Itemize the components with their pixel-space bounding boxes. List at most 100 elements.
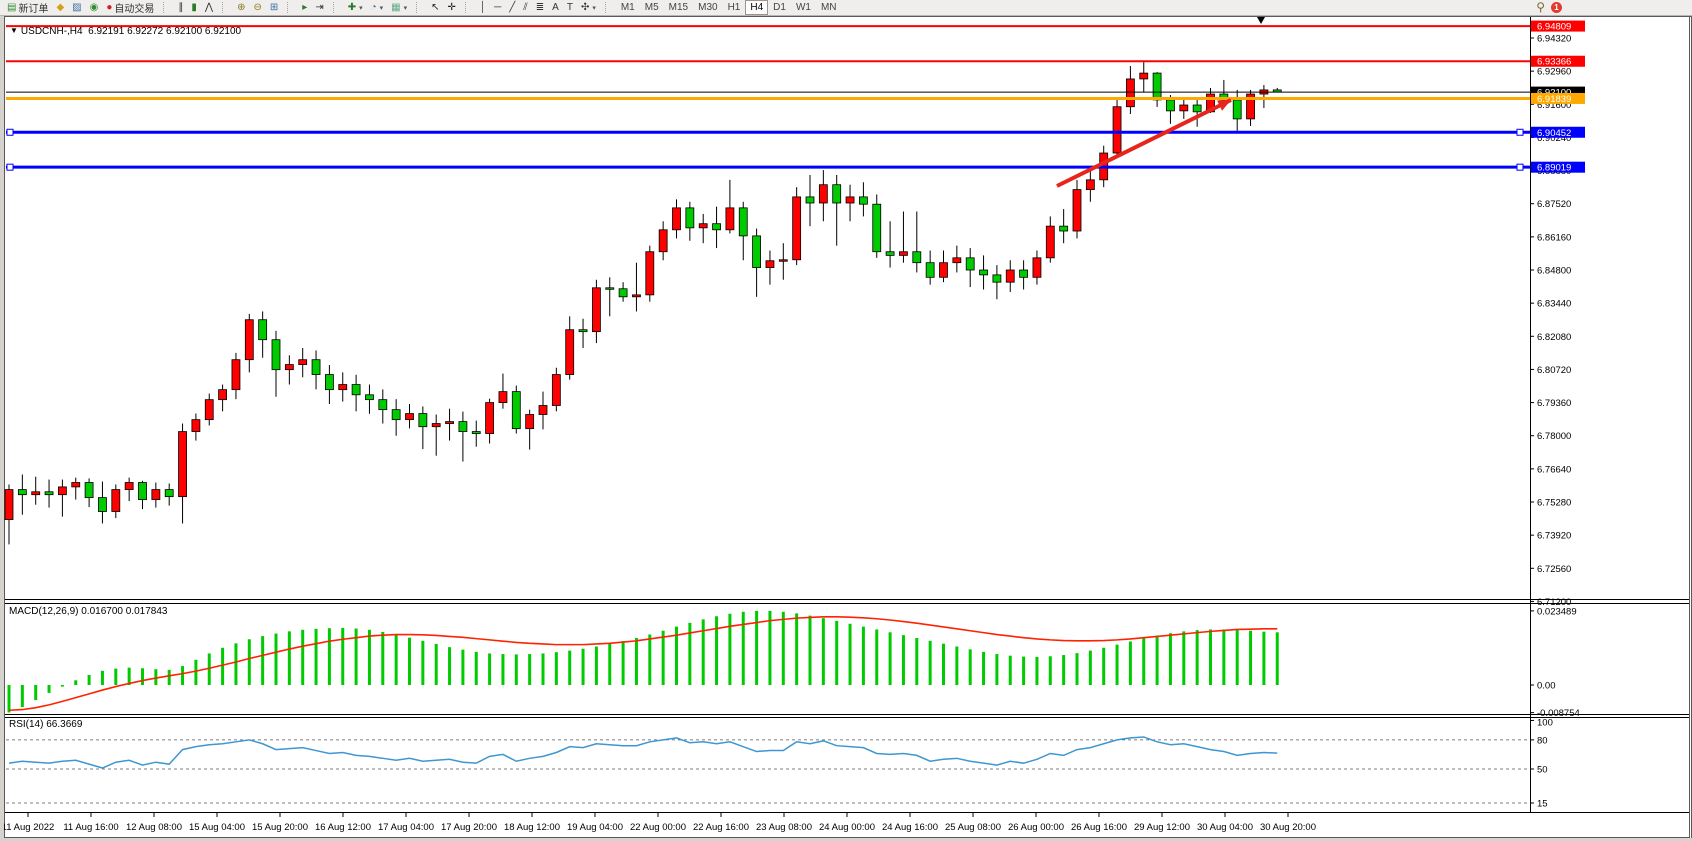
time-tick-label: 22 Aug 00:00 xyxy=(630,822,686,833)
timeframe-h4[interactable]: H4 xyxy=(745,0,769,15)
equidistant-channel-button[interactable]: ⫽ xyxy=(519,0,531,15)
vertical-line-button[interactable]: │ xyxy=(476,0,490,15)
candle-bear xyxy=(98,497,107,512)
new-order-icon: ▤ xyxy=(7,2,17,13)
bar-chart-button[interactable]: ∥ xyxy=(174,0,187,15)
auto-scroll-button[interactable]: ▸ xyxy=(298,0,311,15)
candle-bear xyxy=(1192,104,1202,113)
candle-bull xyxy=(672,207,681,231)
tile-windows-button[interactable]: ⊞ xyxy=(266,0,282,15)
candle-bear xyxy=(391,409,401,421)
candle-bull xyxy=(1045,225,1055,259)
candle-bull xyxy=(31,491,41,496)
candle-bull xyxy=(338,384,348,391)
periods-dropdown[interactable]: ◔ ▾ xyxy=(367,0,388,15)
time-tick-label: 15 Aug 20:00 xyxy=(252,822,308,833)
timeframe-m15[interactable]: M15 xyxy=(668,2,689,13)
candle-bull xyxy=(485,402,495,434)
line-drag-handle[interactable] xyxy=(1516,128,1524,136)
line-drag-handle[interactable] xyxy=(6,128,14,136)
candle-bear xyxy=(17,489,27,496)
candle-bull xyxy=(952,257,962,264)
candle-bear xyxy=(271,339,281,371)
timeframe-m30[interactable]: M30 xyxy=(698,2,718,13)
candle-bull xyxy=(111,489,121,512)
crosshair-button[interactable]: ✛ xyxy=(444,0,460,15)
text-label-button[interactable]: T xyxy=(563,0,577,15)
candle-bull xyxy=(58,486,67,496)
cursor-button[interactable]: ↖ xyxy=(427,0,443,15)
zoom-out-icon: ⊖ xyxy=(253,2,262,13)
navigator-icon: ▨ xyxy=(72,2,82,13)
line-drag-handle[interactable] xyxy=(6,163,14,171)
search-icon[interactable]: ⚲ xyxy=(1536,0,1545,14)
chart-symbol-period: USDCNH-,H4 xyxy=(20,26,83,37)
bar-chart-icon: ∥ xyxy=(178,2,184,13)
candle-bear xyxy=(1166,99,1175,112)
market-watch-icon: ◆ xyxy=(56,2,65,13)
rsi-line xyxy=(8,736,1278,769)
zoom-in-icon: ⊕ xyxy=(237,2,246,13)
support-line-upper-price-tag xyxy=(1531,126,1585,138)
text-button[interactable]: A xyxy=(548,0,563,15)
collapse-chart-icon[interactable]: ▼ xyxy=(10,26,18,35)
object-anchor-marker[interactable] xyxy=(1257,17,1265,24)
candle-bear xyxy=(1059,225,1069,232)
zoom-out-button[interactable]: ⊖ xyxy=(250,0,266,15)
time-tick-label: 11 Aug 16:00 xyxy=(63,822,118,833)
line-drag-handle[interactable] xyxy=(1516,163,1524,171)
timeframe-group: M1 M5 M15 M30 H1 H4 D1 W1 MN xyxy=(613,0,845,15)
candle-bull xyxy=(1126,78,1135,108)
timeframe-w1[interactable]: W1 xyxy=(795,2,811,13)
rsi-tick-label: 80 xyxy=(1537,735,1548,746)
market-watch-button[interactable]: ◆ xyxy=(52,0,68,15)
new-order-button[interactable]: ▤ 新订单 xyxy=(3,0,52,15)
chart-shift-button[interactable]: ⇥ xyxy=(311,0,327,15)
candle-bull xyxy=(1179,104,1189,112)
timeframe-d1[interactable]: D1 xyxy=(773,2,786,13)
toolbar-separator xyxy=(222,2,228,13)
auto-trading-button-label: 自动交易 xyxy=(114,4,155,15)
timeframe-h1[interactable]: H1 xyxy=(727,2,741,13)
time-tick-label: 22 Aug 16:00 xyxy=(693,822,749,833)
candle-bull xyxy=(204,399,214,421)
indicators-dropdown[interactable]: ✚ ▾ xyxy=(344,0,367,15)
timeframe-m5[interactable]: M5 xyxy=(644,2,659,13)
candle-bull xyxy=(565,329,575,375)
trendline-button[interactable]: ╱ xyxy=(505,0,519,15)
candle-bull xyxy=(1085,179,1095,190)
toolbar-right: ⚲ 1 xyxy=(1536,0,1692,14)
auto-trading-button[interactable]: ● 自动交易 xyxy=(102,0,158,15)
candle-bear xyxy=(138,482,147,500)
arrows-dropdown[interactable]: ✣ ▾ xyxy=(577,0,600,15)
horizontal-line-button[interactable]: ─ xyxy=(490,0,505,15)
candle-bear xyxy=(1019,269,1028,278)
macd-signal-line xyxy=(8,616,1278,712)
templates-dropdown[interactable]: ▦ ▾ xyxy=(387,0,411,15)
line-chart-button[interactable]: ⋀ xyxy=(201,0,217,15)
candle-bear xyxy=(365,394,374,401)
fibonacci-button[interactable]: ≣ xyxy=(532,0,548,15)
candle-bear xyxy=(418,413,428,428)
zoom-in-button[interactable]: ⊕ xyxy=(233,0,249,15)
refresh-button[interactable]: ◉ xyxy=(86,0,103,15)
trend-arrow[interactable] xyxy=(1056,98,1232,188)
candle-bear xyxy=(752,235,761,268)
trend-arrow-head[interactable] xyxy=(1217,100,1231,111)
candle-bull xyxy=(151,489,161,500)
support-line-lower-price-tag xyxy=(1531,161,1585,173)
timeframe-mn[interactable]: MN xyxy=(820,2,837,13)
candlestick-chart-button[interactable]: ▮ xyxy=(187,0,201,15)
timeframe-m1[interactable]: M1 xyxy=(620,2,635,13)
orange-level-line-price-tag xyxy=(1531,92,1585,104)
notification-badge[interactable]: 1 xyxy=(1551,2,1562,13)
resistance-line-upper-price-tag xyxy=(1531,20,1585,32)
navigator-button[interactable]: ▨ xyxy=(68,0,85,15)
time-tick-label: 16 Aug 12:00 xyxy=(315,822,371,833)
candle-bull xyxy=(778,259,788,262)
time-tick-label: 30 Aug 20:00 xyxy=(1260,822,1316,833)
candle-bull xyxy=(244,319,254,361)
candle-bull xyxy=(818,184,828,204)
indicators-icon: ✚ xyxy=(347,2,357,13)
